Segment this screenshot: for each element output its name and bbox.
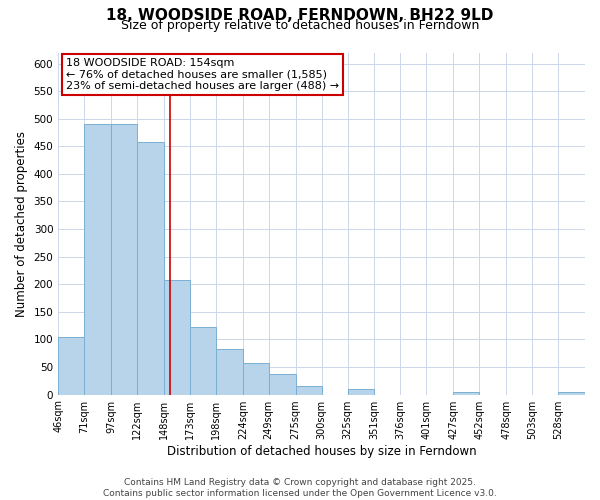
Bar	[111, 124, 137, 394]
Y-axis label: Number of detached properties: Number of detached properties	[15, 130, 28, 316]
Bar	[558, 392, 585, 394]
Bar	[58, 336, 84, 394]
Bar	[137, 142, 164, 394]
Bar	[243, 362, 269, 394]
Bar	[347, 389, 374, 394]
Bar	[296, 386, 322, 394]
Bar	[190, 328, 216, 394]
Bar	[164, 280, 190, 394]
X-axis label: Distribution of detached houses by size in Ferndown: Distribution of detached houses by size …	[167, 444, 476, 458]
Bar	[269, 374, 296, 394]
Text: 18 WOODSIDE ROAD: 154sqm
← 76% of detached houses are smaller (1,585)
23% of sem: 18 WOODSIDE ROAD: 154sqm ← 76% of detach…	[66, 58, 339, 91]
Bar	[453, 392, 479, 394]
Text: 18, WOODSIDE ROAD, FERNDOWN, BH22 9LD: 18, WOODSIDE ROAD, FERNDOWN, BH22 9LD	[106, 8, 494, 22]
Text: Contains HM Land Registry data © Crown copyright and database right 2025.
Contai: Contains HM Land Registry data © Crown c…	[103, 478, 497, 498]
Bar	[216, 350, 243, 395]
Bar	[84, 124, 111, 394]
Text: Size of property relative to detached houses in Ferndown: Size of property relative to detached ho…	[121, 18, 479, 32]
